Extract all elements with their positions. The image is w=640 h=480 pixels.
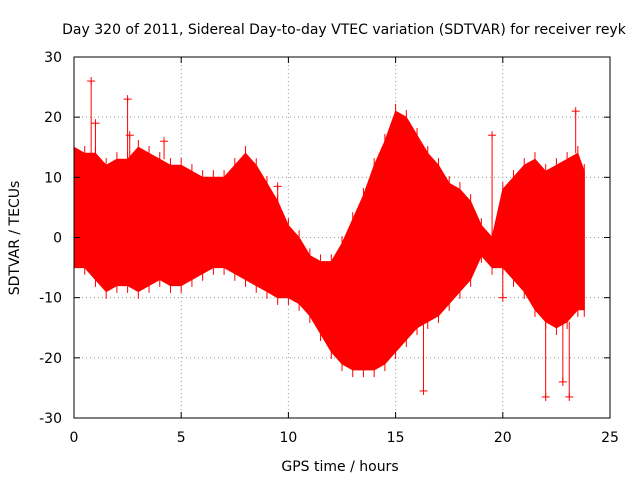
data-point: [273, 182, 282, 202]
data-point: [160, 137, 169, 160]
y-tick-label: 0: [53, 231, 62, 247]
x-axis-label: GPS time / hours: [281, 459, 398, 475]
data-point: [87, 77, 96, 154]
y-tick-label: -30: [39, 411, 62, 427]
y-tick-label: 20: [44, 110, 62, 126]
y-tick-label: -10: [39, 291, 62, 307]
x-tick-label: 15: [387, 430, 405, 446]
x-tick-label: 25: [601, 430, 619, 446]
chart-title: Day 320 of 2011, Sidereal Day-to-day VTE…: [62, 22, 627, 38]
data-point: [565, 321, 574, 401]
data-point: [91, 119, 100, 154]
data-band: [73, 110, 585, 371]
data-point: [520, 281, 529, 292]
axis-ticks: 0 5 10 15 20 25 -30 -20 -10 0 10 20 30: [39, 50, 619, 446]
x-tick-label: 0: [70, 430, 79, 446]
x-tick-label: 20: [494, 430, 512, 446]
data-series-sdtvar: [73, 77, 585, 401]
y-axis-label: SDTVAR / TECUs: [7, 181, 23, 296]
data-point: [365, 359, 374, 370]
x-tick-label: 5: [177, 430, 186, 446]
data-point: [123, 95, 132, 160]
data-point: [541, 321, 550, 401]
data-point: [498, 267, 507, 302]
x-tick-label: 10: [279, 430, 297, 446]
y-tick-label: 30: [44, 50, 62, 66]
data-point: [558, 321, 567, 386]
y-tick-label: -20: [39, 351, 62, 367]
data-point: [125, 131, 134, 160]
data-point: [571, 107, 580, 154]
y-tick-label: 10: [44, 170, 62, 186]
data-point: [419, 321, 428, 395]
data-point: [488, 131, 497, 238]
